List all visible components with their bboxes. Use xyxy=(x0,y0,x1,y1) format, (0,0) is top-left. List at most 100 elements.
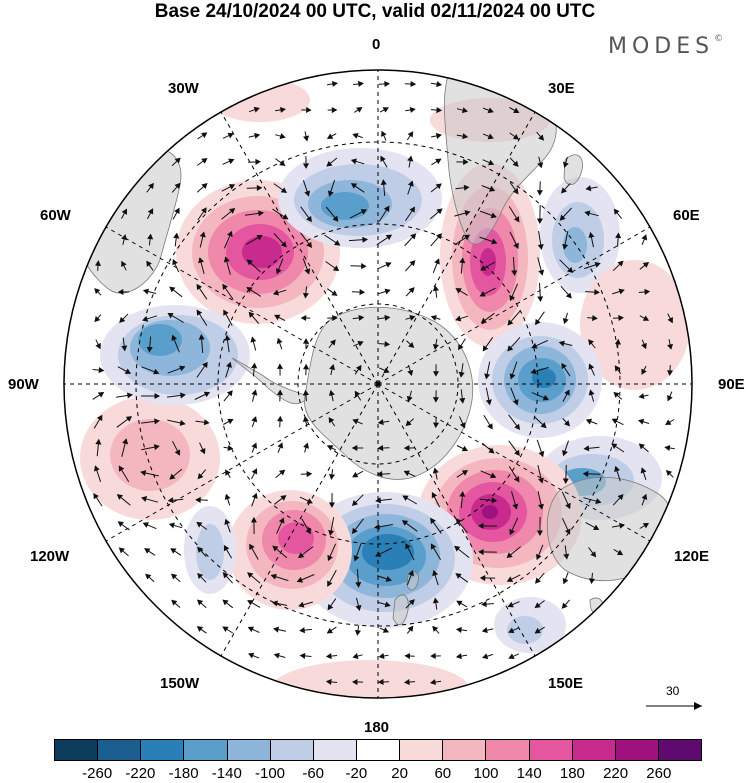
wind-vector-head xyxy=(435,183,442,190)
wind-vector-head xyxy=(167,312,174,319)
wind-vector-head xyxy=(489,472,497,479)
wind-vector-head xyxy=(561,602,568,609)
wind-vector-head xyxy=(197,546,204,553)
wind-vector-head xyxy=(491,238,498,245)
wind-vector-head xyxy=(302,415,309,423)
wind-vector-head xyxy=(593,524,600,531)
wind-vector-head xyxy=(487,133,494,140)
wind-vector-head xyxy=(201,157,208,164)
wind-vector-head xyxy=(227,230,233,238)
wind-vector-head xyxy=(168,522,175,529)
wind-vector-head xyxy=(171,599,178,606)
wind-vector-head xyxy=(251,468,258,475)
wind-vector-head xyxy=(508,653,515,660)
wind-vector-head xyxy=(588,339,594,346)
wind-vector-head xyxy=(432,285,439,292)
wind-vector-head xyxy=(199,448,206,455)
polar-stereographic-map xyxy=(63,69,693,699)
wind-vector-head xyxy=(537,296,544,303)
wind-vector-head xyxy=(377,678,384,686)
colorbar-box xyxy=(615,740,659,760)
wind-vector-head xyxy=(407,369,414,376)
wind-vector-head xyxy=(565,502,571,510)
wind-vector-head xyxy=(356,107,363,113)
wind-vector-head xyxy=(222,283,228,290)
wind-vector-head xyxy=(122,438,129,445)
wind-vector-head xyxy=(383,205,390,212)
colorbar-tick-label: -60 xyxy=(302,765,325,782)
negative-anomaly-indian-south xyxy=(478,322,602,438)
wind-vector-head xyxy=(142,315,149,322)
wind-vector-head xyxy=(121,260,127,268)
wind-vector-head xyxy=(559,214,566,221)
wind-vector-head xyxy=(98,367,105,374)
wind-vector-head xyxy=(279,106,286,113)
wind-vector-head xyxy=(638,393,645,400)
wind-vector-head xyxy=(458,371,465,378)
wind-vector-head xyxy=(430,315,437,321)
wind-vector-head xyxy=(585,185,592,192)
wind-vector-head xyxy=(564,389,570,396)
wind-vector-head xyxy=(251,362,258,369)
wind-vector-head xyxy=(614,338,622,345)
wind-vector-head xyxy=(97,392,105,398)
wind-vector-head xyxy=(251,442,257,449)
wind-vector-head xyxy=(456,600,463,607)
wind-vector-head xyxy=(326,627,333,634)
wind-vector-head xyxy=(432,467,439,474)
wind-vector-head xyxy=(350,158,357,165)
wind-vector-head xyxy=(148,182,154,190)
wind-vector-head xyxy=(409,206,416,213)
wind-vector-head xyxy=(376,471,383,478)
wind-vector-head xyxy=(434,258,440,265)
wind-vector-head xyxy=(250,516,257,523)
wind-vector-head xyxy=(325,678,332,685)
wind-vector-head xyxy=(282,213,289,220)
wind-vector-head xyxy=(325,653,332,660)
wind-vector-head xyxy=(430,517,436,525)
wind-vector-head xyxy=(410,81,417,88)
brand-name: MODES xyxy=(608,34,715,59)
wind-vector-head xyxy=(275,268,282,275)
wind-vector-head xyxy=(141,496,148,502)
wind-vector-head xyxy=(537,503,544,510)
wind-vector-head xyxy=(118,547,125,554)
wind-vector-head xyxy=(407,180,414,187)
wind-vector-head xyxy=(333,240,341,246)
wind-vector-head xyxy=(667,316,673,324)
wind-vector-head xyxy=(121,234,128,241)
wind-vector-head xyxy=(409,106,416,113)
wind-vector-head xyxy=(478,548,484,556)
reference-vector-label: 30 xyxy=(666,684,680,698)
wind-vector-head xyxy=(667,394,673,402)
wind-vector-head xyxy=(667,343,674,350)
wind-vector-head xyxy=(481,627,488,634)
wind-vector-head xyxy=(223,544,230,552)
wind-vector-head xyxy=(124,368,132,374)
wind-vector-head xyxy=(535,577,541,584)
wind-vector-head xyxy=(304,190,311,197)
lon-label-60e: 60E xyxy=(673,207,700,224)
wind-vector-head xyxy=(377,419,384,426)
wind-vector-head xyxy=(222,626,229,632)
wind-vector-head xyxy=(594,289,600,296)
wind-vector-head xyxy=(254,132,261,139)
wind-vector-head xyxy=(458,343,464,351)
wind-vector-head xyxy=(223,256,230,263)
wind-vector-head xyxy=(256,234,263,241)
wind-vector-head xyxy=(562,161,569,169)
colorbar-tick-label: -260 xyxy=(82,765,113,782)
lon-label-90w: 90W xyxy=(8,376,39,393)
wind-vector-head xyxy=(272,289,280,296)
wind-vector-head xyxy=(201,207,207,214)
wind-vector-head xyxy=(432,625,439,632)
wind-vector-head xyxy=(582,470,589,477)
wind-vector-head xyxy=(613,208,620,215)
wind-vector-head xyxy=(408,570,414,577)
wind-vector-head xyxy=(95,260,102,266)
wind-vector-head xyxy=(174,207,180,215)
wind-vector-head xyxy=(296,576,304,583)
wind-vector-head xyxy=(435,132,442,139)
wind-vector-head xyxy=(562,450,568,457)
wind-vector-head xyxy=(94,288,101,295)
